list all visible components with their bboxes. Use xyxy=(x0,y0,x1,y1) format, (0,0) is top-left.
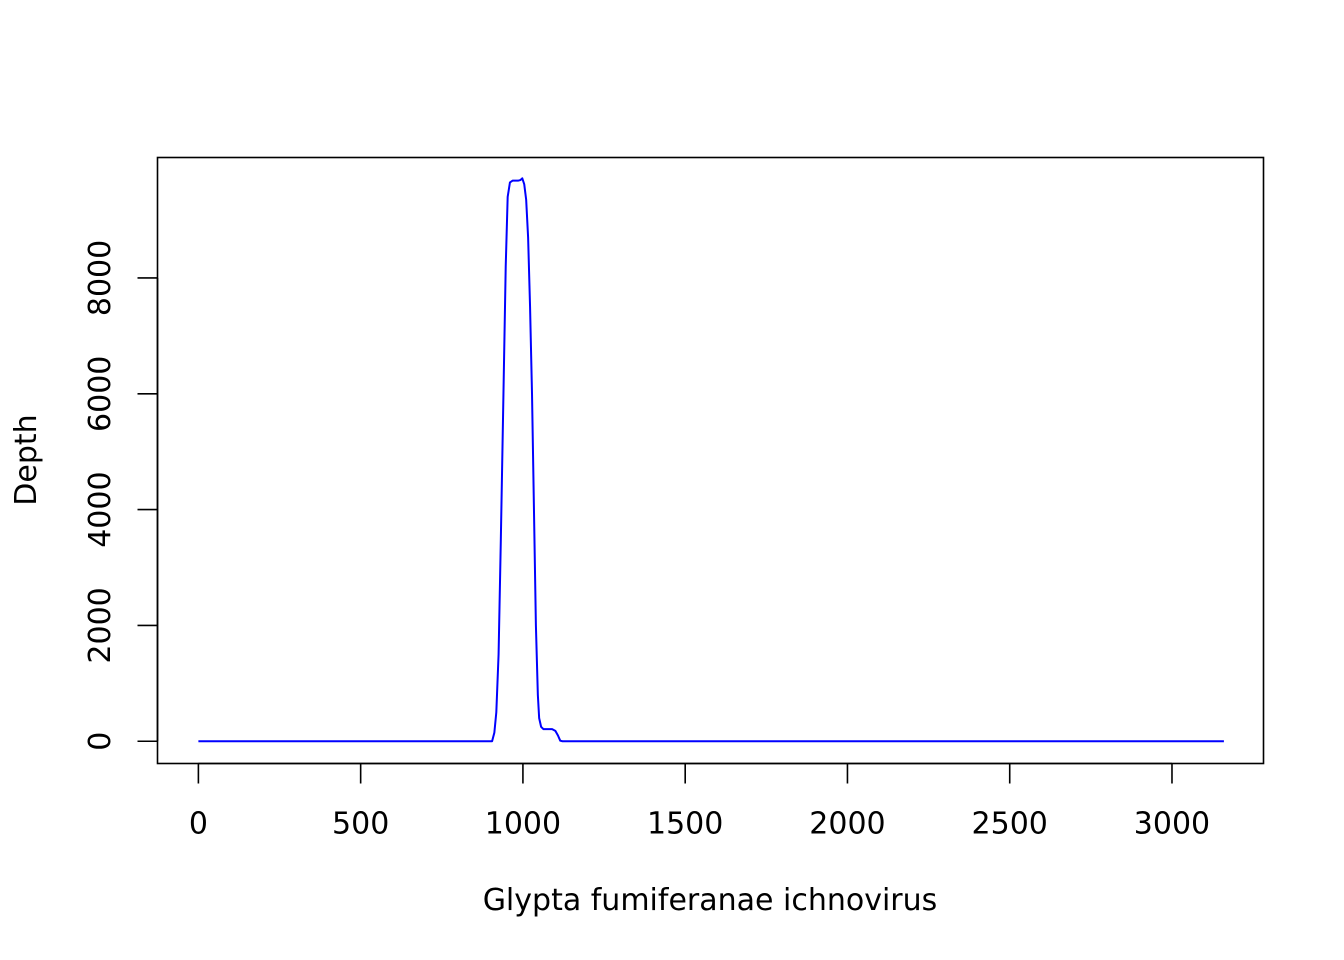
x-tick-label: 2500 xyxy=(972,807,1048,842)
x-tick-label: 1500 xyxy=(647,807,723,842)
y-axis-title: Depth xyxy=(9,414,44,505)
x-tick-label: 500 xyxy=(332,807,389,842)
series-layer xyxy=(198,177,1224,743)
x-tick-label: 2000 xyxy=(809,807,885,842)
x-tick-label: 3000 xyxy=(1134,807,1210,842)
depth-series-line xyxy=(198,177,1224,743)
y-axis: 0 2000 4000 6000 8000 xyxy=(83,240,159,751)
x-axis-title: Glypta fumiferanae ichnovirus xyxy=(483,883,938,918)
x-tick-label: 1000 xyxy=(485,807,561,842)
y-tick-label: 6000 xyxy=(83,356,118,432)
x-tick-label: 0 xyxy=(189,807,208,842)
y-tick-label: 8000 xyxy=(83,240,118,316)
x-axis: 0 500 1000 1500 2000 2500 3000 xyxy=(189,762,1210,842)
y-tick-label: 0 xyxy=(83,732,118,751)
y-tick-label: 2000 xyxy=(83,587,118,663)
y-tick-label: 4000 xyxy=(83,471,118,547)
plot-box xyxy=(156,156,1265,765)
